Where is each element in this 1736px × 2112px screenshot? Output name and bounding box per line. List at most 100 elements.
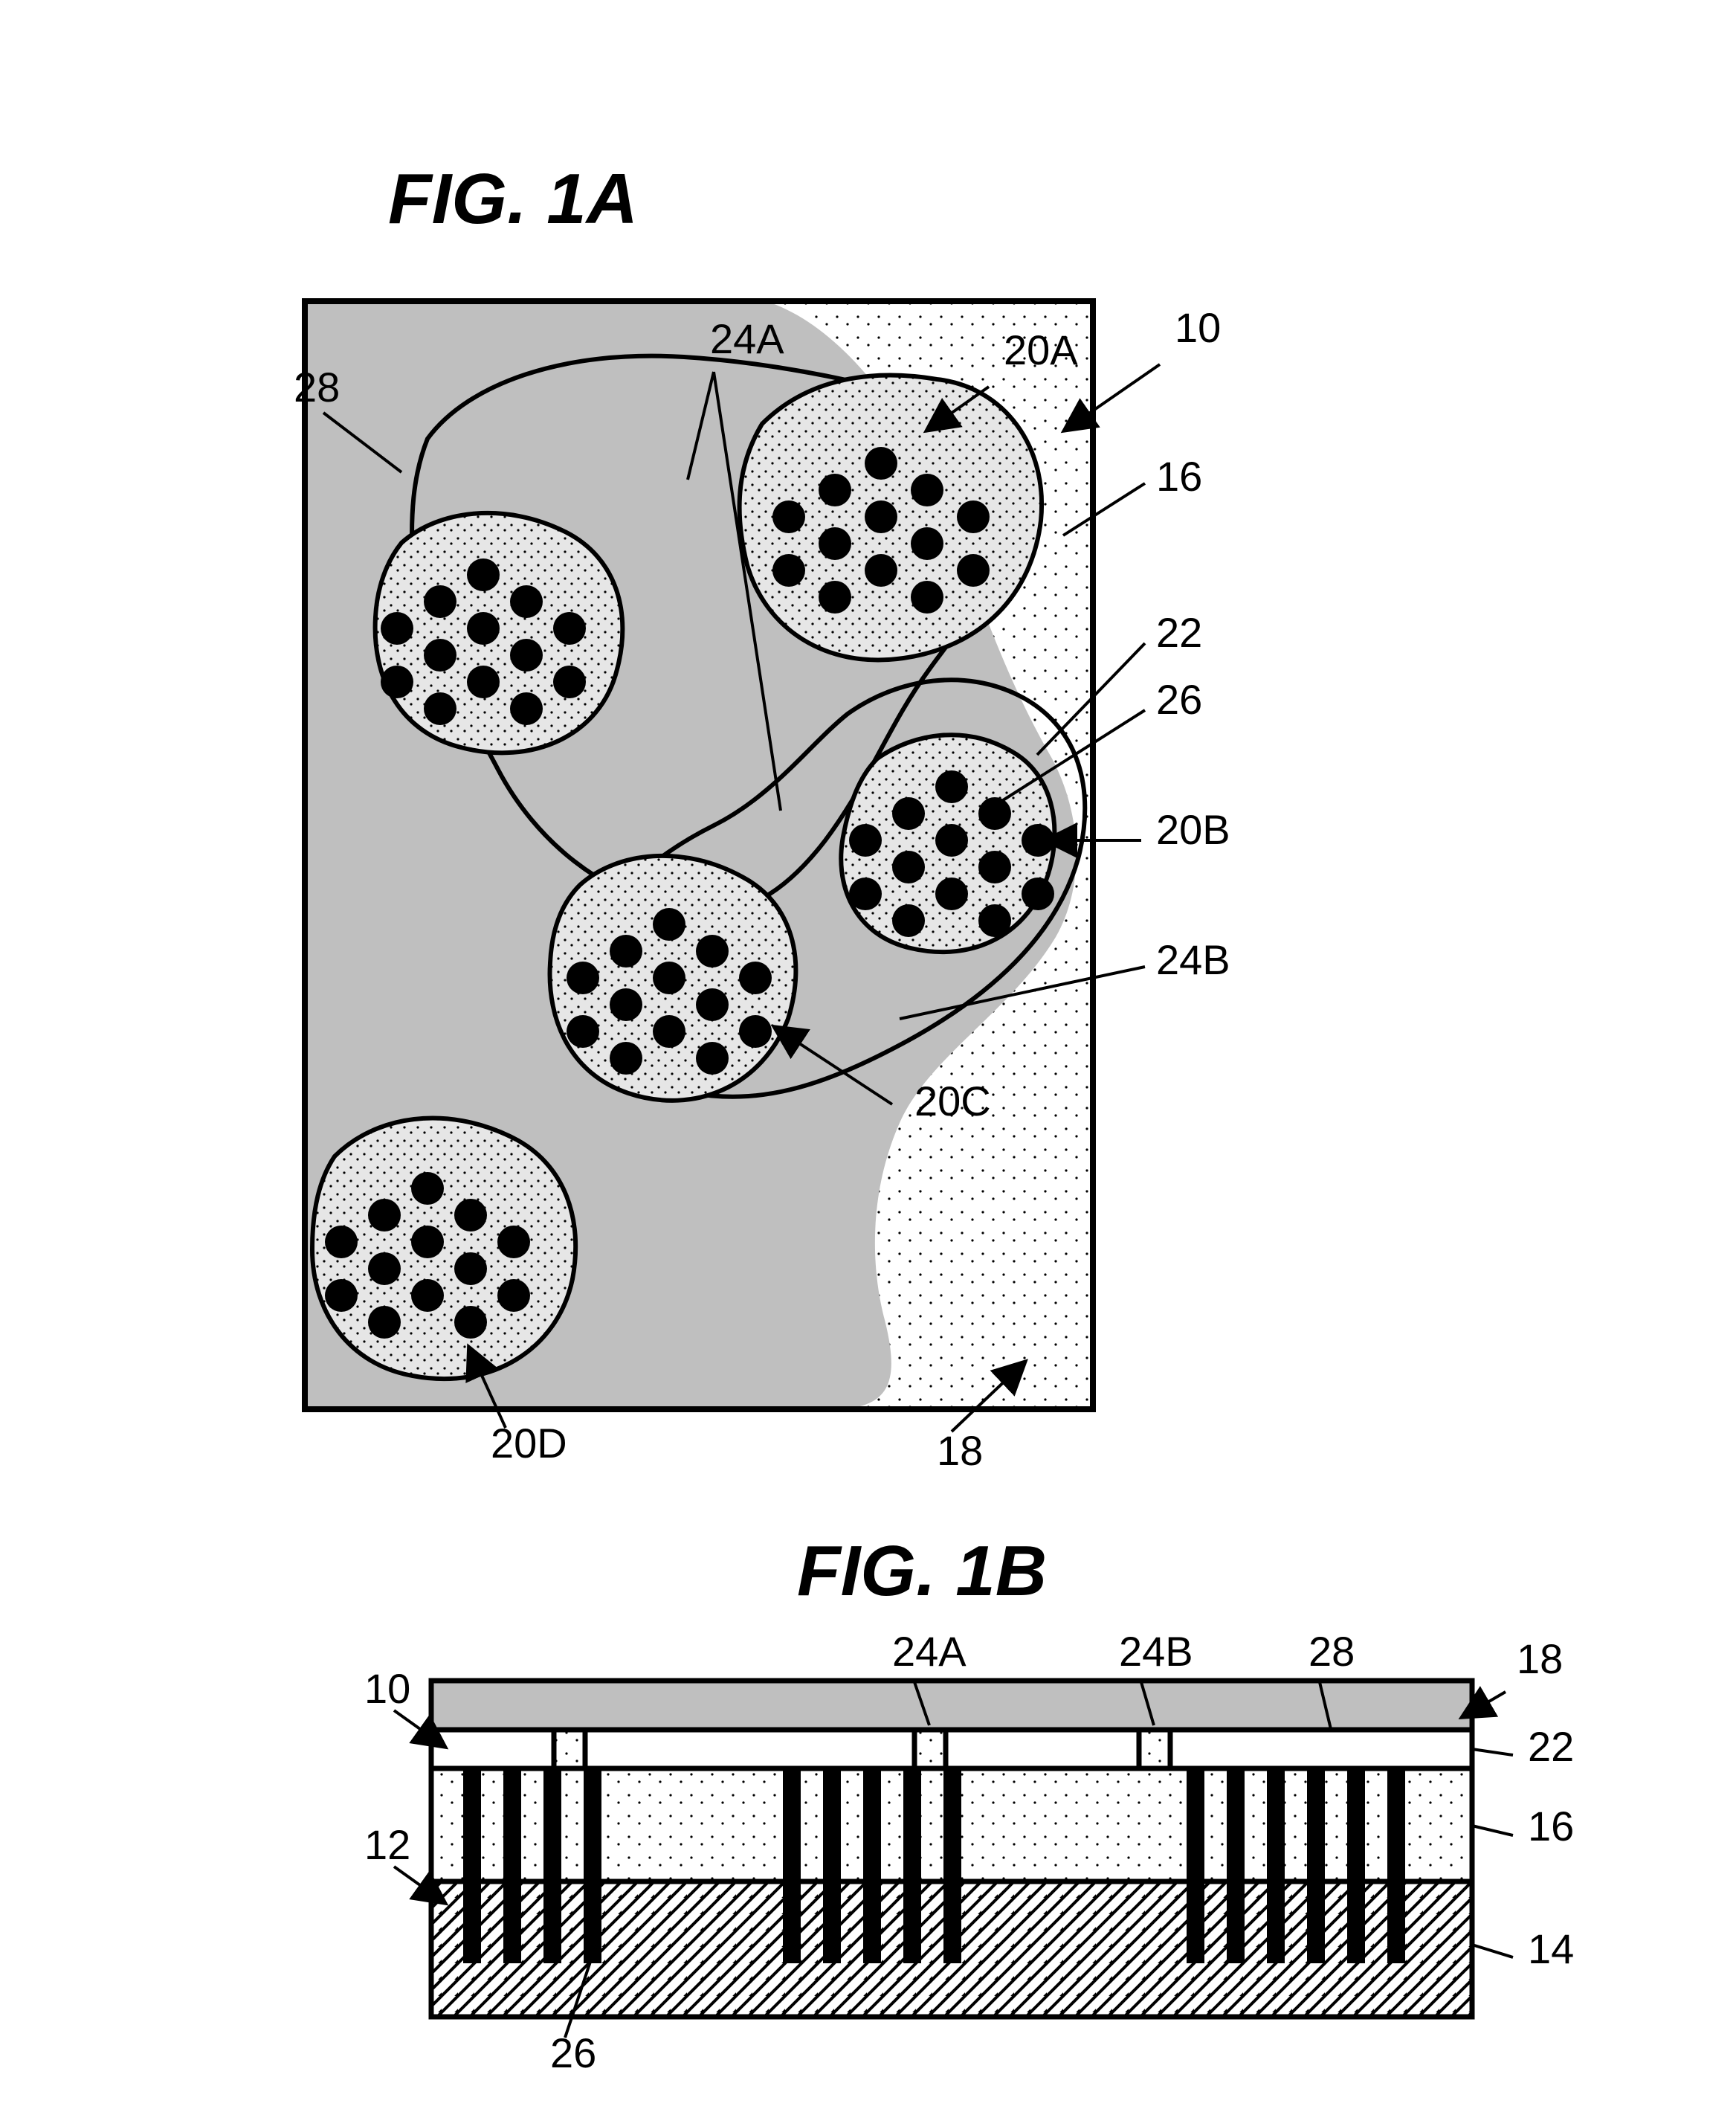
cluster-dot — [325, 1279, 358, 1312]
cluster-dot — [892, 797, 925, 830]
label-20c: 20C — [914, 1078, 991, 1124]
fig-a — [305, 301, 1093, 1409]
label-20d: 20D — [491, 1420, 567, 1467]
label-20b: 20B — [1156, 806, 1230, 853]
nail — [1347, 1768, 1365, 1963]
label-10: 10 — [364, 1665, 410, 1712]
nail — [783, 1768, 801, 1963]
nail — [1307, 1768, 1325, 1963]
nail — [903, 1768, 921, 1963]
cluster-dot — [454, 1252, 487, 1285]
nail — [1227, 1768, 1245, 1963]
cluster-dot — [497, 1226, 530, 1258]
cluster-dot — [424, 585, 456, 618]
cluster-dot — [696, 1042, 729, 1075]
cluster-dot — [865, 500, 897, 533]
cluster-dot — [411, 1172, 444, 1205]
nail — [863, 1768, 881, 1963]
cluster-dot — [911, 527, 943, 560]
nail — [1387, 1768, 1405, 1963]
label-24b: 24B — [1119, 1628, 1193, 1675]
cluster-dot — [892, 851, 925, 883]
cluster-dot — [772, 554, 805, 587]
cluster-dot — [653, 962, 685, 994]
label-26: 26 — [550, 2029, 596, 2076]
fig-a-title: FIG. 1A — [388, 159, 638, 239]
cluster-dot — [696, 988, 729, 1021]
nail — [823, 1768, 841, 1963]
cluster-dot — [957, 554, 990, 587]
nail — [463, 1768, 481, 1963]
cluster-dot — [911, 581, 943, 614]
nail — [584, 1768, 601, 1963]
cluster-dot — [819, 581, 851, 614]
cluster-dot — [454, 1306, 487, 1339]
cluster-dot — [739, 962, 772, 994]
layer22-gap — [1139, 1730, 1170, 1768]
cluster-dot — [911, 474, 943, 506]
cluster-dot — [368, 1306, 401, 1339]
cluster-dot — [510, 692, 543, 725]
cluster-dot — [553, 666, 586, 698]
label-16: 16 — [1528, 1803, 1574, 1849]
cluster-dot — [553, 612, 586, 645]
cluster-dot — [935, 824, 968, 857]
cluster-dot — [696, 935, 729, 968]
cluster-dot — [935, 770, 968, 803]
nail — [543, 1768, 561, 1963]
label-24b: 24B — [1156, 936, 1230, 983]
cluster-dot — [510, 585, 543, 618]
cluster-dot — [865, 554, 897, 587]
nail — [1187, 1768, 1204, 1963]
figure-canvas: FIG. 1A 10 16 20A 22 26 20B 24B 20C 24A 28 20D 18 FIG… — [0, 0, 1736, 2112]
cluster-dot — [368, 1252, 401, 1285]
cluster-dot — [819, 474, 851, 506]
layer22-gap — [914, 1730, 946, 1768]
cluster-dot — [411, 1279, 444, 1312]
cluster-dot — [739, 1015, 772, 1048]
label-22: 22 — [1156, 609, 1202, 656]
cluster-dot — [567, 1015, 599, 1048]
cluster-dot — [424, 692, 456, 725]
cluster-dot — [935, 878, 968, 910]
label-18: 18 — [1517, 1635, 1563, 1682]
cluster-dot — [368, 1199, 401, 1232]
cluster-dot — [978, 797, 1011, 830]
label-26: 26 — [1156, 676, 1202, 723]
cluster-dot — [849, 824, 882, 857]
label-28: 28 — [294, 364, 340, 411]
label-24a: 24A — [892, 1628, 967, 1675]
cluster-dot — [610, 988, 642, 1021]
cluster-dot — [567, 962, 599, 994]
leader-line — [1472, 1826, 1513, 1835]
cluster-dot — [819, 527, 851, 560]
nail — [503, 1768, 521, 1963]
cluster-dot — [865, 447, 897, 480]
label-14: 14 — [1528, 1925, 1574, 1972]
label-20a: 20A — [1004, 326, 1078, 373]
cluster-dot — [325, 1226, 358, 1258]
cluster-dot — [467, 612, 500, 645]
layer18 — [431, 1681, 1472, 1730]
label-16: 16 — [1156, 453, 1202, 500]
label-28: 28 — [1309, 1628, 1355, 1675]
cluster-dot — [610, 935, 642, 968]
label-10: 10 — [1175, 304, 1221, 351]
nail — [1267, 1768, 1285, 1963]
cluster-dot — [653, 1015, 685, 1048]
cluster-dot — [978, 904, 1011, 937]
fig-b-title: FIG. 1B — [797, 1531, 1047, 1611]
cluster-dot — [653, 908, 685, 941]
cluster-dot — [610, 1042, 642, 1075]
label-22: 22 — [1528, 1723, 1574, 1770]
cluster-dot — [497, 1279, 530, 1312]
cluster-dot — [424, 639, 456, 672]
label-24a: 24A — [710, 315, 784, 362]
nail — [943, 1768, 961, 1963]
label-18: 18 — [937, 1427, 983, 1474]
leader-line — [1472, 1945, 1513, 1957]
cluster-dot — [978, 851, 1011, 883]
cluster-dot — [454, 1199, 487, 1232]
label-12: 12 — [364, 1821, 410, 1868]
cluster-dot — [510, 639, 543, 672]
